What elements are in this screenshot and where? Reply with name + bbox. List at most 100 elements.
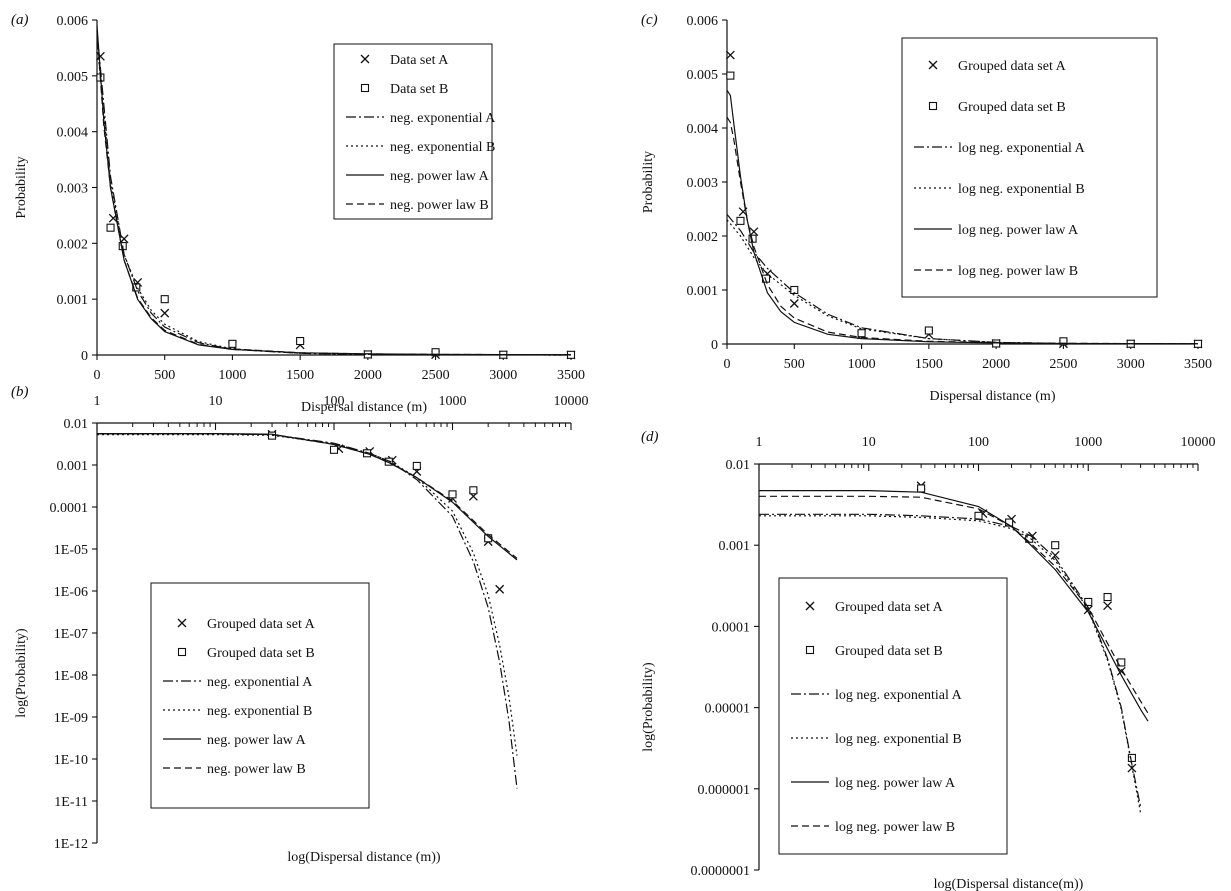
data-point-x (1127, 763, 1137, 773)
legend-entry: log neg. exponential B (958, 182, 1085, 197)
data-point-x (1050, 550, 1060, 560)
x-tick-label: 3000 (1117, 357, 1145, 372)
legend-entry: neg. exponential B (390, 140, 495, 155)
x-tick-label: 3500 (557, 368, 585, 383)
series-line-5 (97, 433, 518, 559)
legend-entry: Grouped data set A (958, 59, 1067, 74)
y-tick-label: 0.002 (57, 237, 89, 252)
y-tick-label: 0.001 (719, 539, 751, 554)
x-axis-title: log(Dispersal distance(m)) (934, 877, 1084, 891)
y-tick-label: 1E-10 (54, 753, 88, 768)
y-tick-label: 1E-08 (54, 669, 88, 684)
y-tick-label: 1E-11 (54, 795, 88, 810)
data-point-square (296, 336, 305, 346)
legend-entry: log neg. exponential A (835, 688, 963, 703)
panel-label: (a) (11, 12, 29, 28)
y-tick-label: 0.005 (57, 70, 89, 85)
legend-entry: Grouped data set B (207, 646, 315, 661)
legend: Data set A Data set B neg. exponential A ne… (333, 43, 496, 220)
legend: Grouped data set A Grouped data set B log … (778, 577, 1008, 855)
panel-d: (d) 0.01 0.001 0.0001 0.00001 0.000001 0.00000… (641, 429, 1216, 891)
legend-marker (928, 60, 938, 70)
y-tick-label: 0.006 (687, 14, 719, 29)
y-tick-label: 1E-05 (54, 543, 88, 558)
data-point-square (431, 348, 440, 357)
y-tick-label: 0.0000001 (691, 864, 751, 879)
y-tick-label: 0.01 (726, 458, 751, 473)
x-axis-title: Dispersal distance (m) (930, 389, 1056, 404)
legend-marker (928, 101, 938, 111)
data-point-square (1103, 592, 1112, 602)
data-point-square (329, 445, 339, 454)
x-tick-label: 3500 (1184, 357, 1212, 372)
y-tick-label: 0.001 (57, 293, 89, 308)
data-point-square (469, 486, 478, 495)
panel-label: (c) (641, 12, 658, 28)
legend-entry: neg. power law B (390, 198, 489, 213)
x-tick-label: 2000 (982, 357, 1010, 372)
y-tick-label: 1E-06 (54, 585, 88, 600)
y-tick-label: 0.003 (57, 182, 89, 197)
y-tick-label: 1E-09 (54, 711, 88, 726)
data-point-square (748, 234, 757, 243)
y-tick-label: 0 (711, 338, 718, 353)
data-point-x (495, 584, 505, 594)
x-tick-label: 100 (968, 435, 989, 450)
y-tick-label: 0 (81, 349, 88, 364)
y-tick-label: 0.0001 (712, 620, 751, 635)
data-point-square (412, 461, 421, 470)
y-tick-label: 0.004 (687, 122, 719, 137)
legend-entry: log neg. exponential A (958, 141, 1086, 156)
legend-entry: Data set B (390, 82, 448, 97)
legend-entry: log neg. power law B (958, 264, 1078, 279)
legend-box (333, 43, 493, 220)
data-point-square (736, 216, 745, 225)
x-tick-label: 1500 (915, 357, 943, 372)
legend-marker (805, 645, 815, 655)
data-point-x (749, 227, 759, 237)
x-tick-label: 2500 (422, 368, 450, 383)
legend-entry: neg. power law A (390, 169, 490, 184)
legend-entry: Grouped data set B (958, 100, 1066, 115)
x-tick-label: 1000 (218, 368, 246, 383)
x-axis-title: log(Dispersal distance (m)) (287, 850, 441, 865)
x-tick-label: 500 (784, 357, 805, 372)
data-point-square (726, 71, 735, 80)
data-point-square (106, 223, 115, 232)
data-point-x (160, 308, 170, 318)
legend-entry: log neg. power law A (835, 776, 956, 791)
y-axis-title: log(Probability) (14, 628, 29, 718)
data-point-square (917, 484, 926, 493)
x-tick-label: 1000 (1074, 435, 1102, 450)
y-tick-label: 0.006 (57, 14, 89, 29)
series-line-4 (759, 490, 1149, 722)
data-point-x (725, 50, 735, 60)
x-tick-label: 2500 (1049, 357, 1077, 372)
data-point-square (924, 326, 933, 335)
panel-label: (b) (11, 384, 29, 400)
legend-box (150, 582, 370, 809)
legend-marker (805, 601, 815, 611)
legend-box (901, 37, 1158, 298)
data-point-square (160, 295, 169, 304)
x-tick-label: 10000 (554, 394, 589, 409)
y-tick-label: 0.0001 (50, 501, 89, 516)
legend: Grouped data set A Grouped data set B neg.… (150, 582, 370, 809)
x-tick-label: 1000 (848, 357, 876, 372)
y-tick-label: 0.001 (687, 284, 719, 299)
data-point-x (1103, 601, 1113, 611)
y-axis-title: Probability (641, 151, 656, 213)
legend-entry: neg. exponential A (390, 111, 496, 126)
x-tick-label: 1000 (439, 394, 467, 409)
x-tick-label: 10000 (1181, 435, 1216, 450)
legend-entry: Data set A (390, 53, 449, 68)
data-point-square (1127, 753, 1136, 762)
y-tick-label: 0.002 (687, 230, 719, 245)
legend-marker (177, 647, 187, 657)
panel-a: (a) 0 0.001 0.002 0.003 0.004 0.005 0.006 0 500 10… (11, 12, 585, 415)
legend-marker (177, 618, 187, 628)
series-line-3 (97, 434, 518, 756)
data-point-square (1059, 337, 1068, 346)
panel-c: (c) 0 0.001 0.002 0.003 0.004 0.005 0.006 0 500 10… (641, 12, 1212, 404)
